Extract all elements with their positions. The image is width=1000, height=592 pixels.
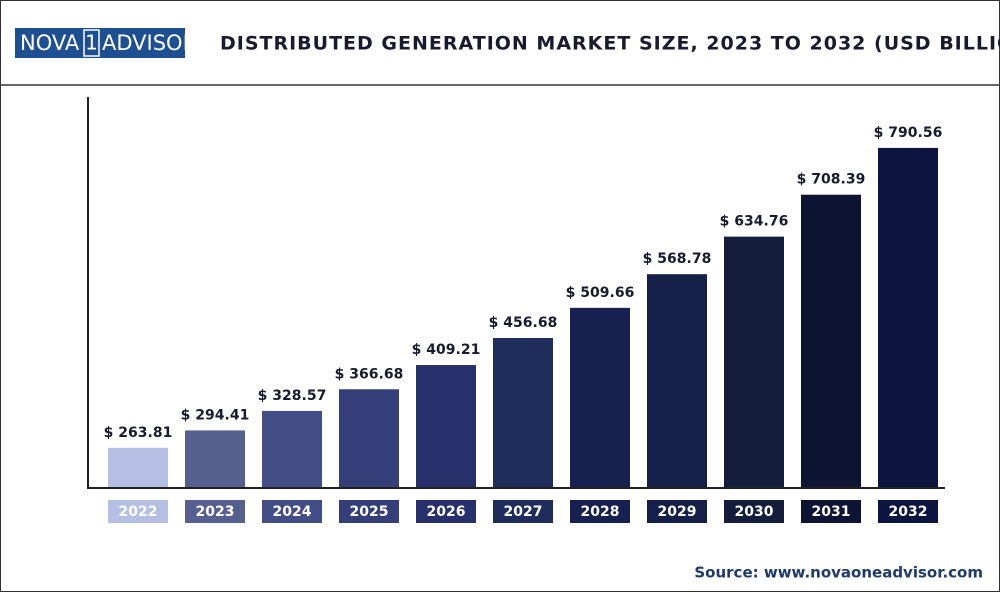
value-label: $ 790.56 — [874, 125, 943, 141]
x-tick-label: 2031 — [812, 504, 851, 520]
value-label: $ 634.76 — [720, 214, 789, 230]
x-tick-label: 2029 — [658, 504, 697, 520]
chart-title: DISTRIBUTED GENERATION MARKET SIZE, 2023… — [220, 33, 1000, 55]
bar — [262, 410, 322, 487]
bar — [416, 365, 476, 487]
bar — [878, 147, 938, 487]
value-label: $ 509.66 — [566, 285, 635, 301]
bar — [339, 389, 399, 487]
source: Source: www.novaoneadvisor.com — [694, 564, 983, 582]
x-tick-label: 2025 — [350, 504, 389, 520]
x-tick-label: 2022 — [119, 504, 158, 520]
category-box — [416, 500, 476, 523]
value-label: $ 568.78 — [643, 251, 712, 267]
category-box — [724, 500, 784, 523]
x-tick-label: 2024 — [273, 504, 312, 520]
category-box — [647, 500, 707, 523]
x-tick-label: 2032 — [889, 504, 928, 520]
bar — [108, 447, 168, 487]
logo-right: ADVISOR — [102, 31, 197, 55]
x-tick-label: 2026 — [427, 504, 466, 520]
x-tick-label: 2030 — [735, 504, 774, 520]
bar — [647, 274, 707, 487]
logo-box — [15, 28, 185, 58]
category-box — [262, 500, 322, 523]
bar — [493, 338, 553, 487]
category-box — [493, 500, 553, 523]
bar — [185, 430, 245, 487]
category-box — [339, 500, 399, 523]
bar — [801, 194, 861, 487]
bar — [724, 236, 784, 487]
value-label: $ 456.68 — [489, 315, 558, 331]
x-tick-label: 2023 — [196, 504, 235, 520]
category-box — [570, 500, 630, 523]
logo-left: NOVA — [20, 31, 80, 55]
value-label: $ 409.21 — [412, 342, 481, 358]
logo-mark: 1 — [85, 31, 98, 55]
category-box — [185, 500, 245, 523]
logo-mark-box — [83, 29, 100, 57]
category-box — [108, 500, 168, 523]
bar — [570, 307, 630, 487]
category-box — [878, 500, 938, 523]
value-label: $ 328.57 — [258, 388, 327, 404]
x-tick-label: 2027 — [504, 504, 543, 520]
value-label: $ 366.68 — [335, 366, 404, 382]
value-label: $ 294.41 — [181, 407, 250, 423]
x-tick-label: 2028 — [581, 504, 620, 520]
value-label: $ 263.81 — [104, 425, 173, 441]
category-box — [801, 500, 861, 523]
value-label: $ 708.39 — [797, 172, 866, 188]
